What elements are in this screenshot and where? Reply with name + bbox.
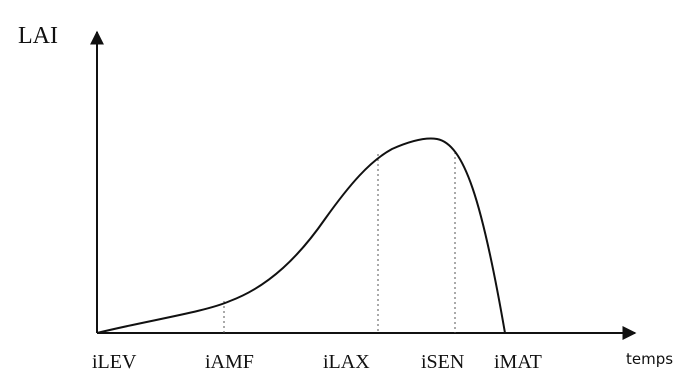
- lai-curve: [96, 137, 506, 334]
- stage-label-ilax: iLAX: [323, 351, 370, 373]
- x-axis-label: temps: [626, 350, 673, 368]
- stage-label-ilev: iLEV: [92, 351, 137, 373]
- y-axis-label: LAI: [18, 23, 58, 49]
- stage-label-iamf: iAMF: [205, 351, 254, 373]
- stage-label-isen: iSEN: [421, 351, 464, 373]
- stage-label-imat: iMAT: [494, 351, 542, 373]
